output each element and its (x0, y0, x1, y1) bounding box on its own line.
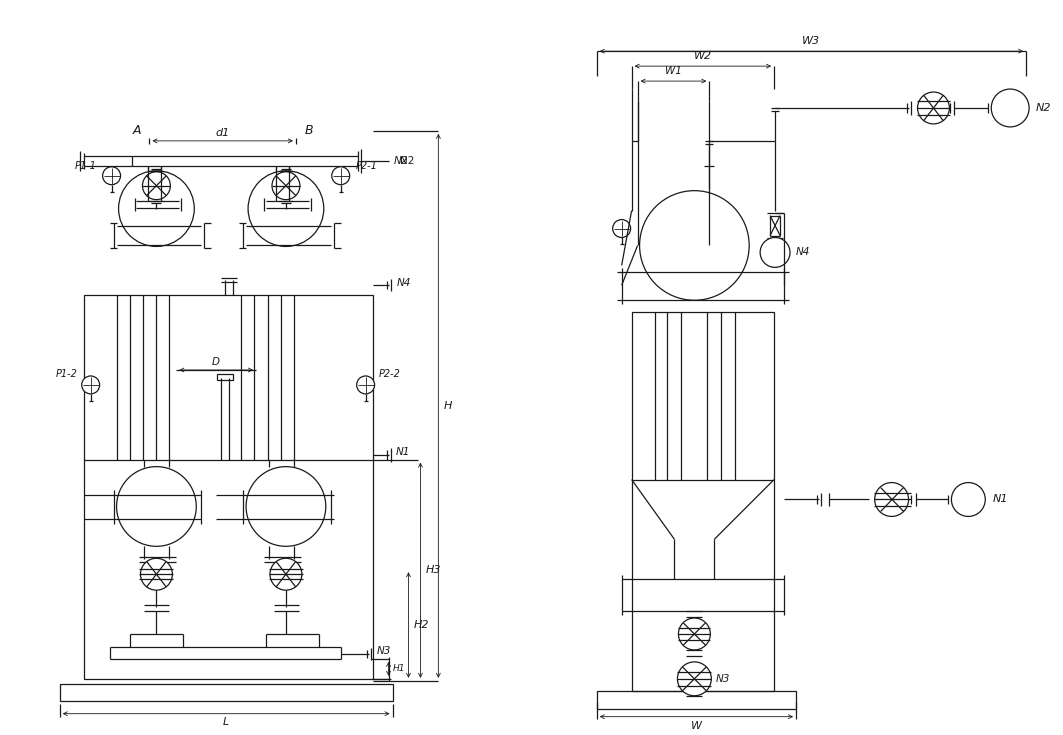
Circle shape (992, 89, 1029, 127)
Text: d1: d1 (216, 128, 230, 138)
Circle shape (357, 376, 374, 394)
Circle shape (270, 559, 302, 590)
Bar (631, 312, 774, 691)
Circle shape (248, 171, 324, 246)
Text: W3: W3 (803, 36, 821, 46)
Text: N2: N2 (1036, 103, 1051, 113)
Circle shape (117, 467, 197, 546)
Text: W: W (691, 720, 702, 731)
Text: N2: N2 (401, 156, 415, 166)
Text: N1: N1 (992, 495, 1008, 504)
Text: H: H (443, 401, 452, 411)
Text: H3: H3 (425, 565, 441, 576)
Text: B: B (304, 124, 314, 137)
Text: P2-1: P2-1 (356, 161, 377, 171)
Text: A: A (132, 124, 140, 137)
Text: N1: N1 (395, 447, 410, 456)
Circle shape (875, 483, 909, 517)
Text: N4: N4 (396, 279, 411, 288)
Circle shape (678, 618, 710, 650)
Circle shape (82, 376, 100, 394)
Text: D: D (213, 357, 220, 367)
Circle shape (612, 220, 630, 237)
Circle shape (677, 662, 711, 696)
Circle shape (760, 237, 790, 268)
Bar (60, 684, 392, 700)
Circle shape (140, 559, 172, 590)
Text: N2: N2 (393, 156, 408, 166)
Text: P1-1: P1-1 (74, 161, 97, 171)
Circle shape (951, 483, 985, 517)
Circle shape (119, 171, 195, 246)
Circle shape (917, 92, 949, 124)
Bar (217, 374, 233, 380)
Text: P2-2: P2-2 (378, 369, 401, 379)
Text: W1: W1 (665, 66, 681, 76)
Bar (596, 691, 796, 709)
Circle shape (142, 172, 170, 200)
Circle shape (103, 167, 120, 184)
Text: H2: H2 (414, 620, 429, 630)
Text: N4: N4 (796, 248, 810, 257)
Text: H1: H1 (392, 664, 405, 673)
Text: N3: N3 (376, 646, 391, 656)
Text: P1-2: P1-2 (56, 369, 78, 379)
Text: W2: W2 (694, 51, 712, 61)
Text: L: L (223, 717, 230, 727)
Circle shape (246, 467, 325, 546)
Bar (84, 295, 373, 679)
Circle shape (640, 190, 749, 301)
Text: N3: N3 (715, 674, 729, 684)
Circle shape (272, 172, 300, 200)
Circle shape (332, 167, 350, 184)
